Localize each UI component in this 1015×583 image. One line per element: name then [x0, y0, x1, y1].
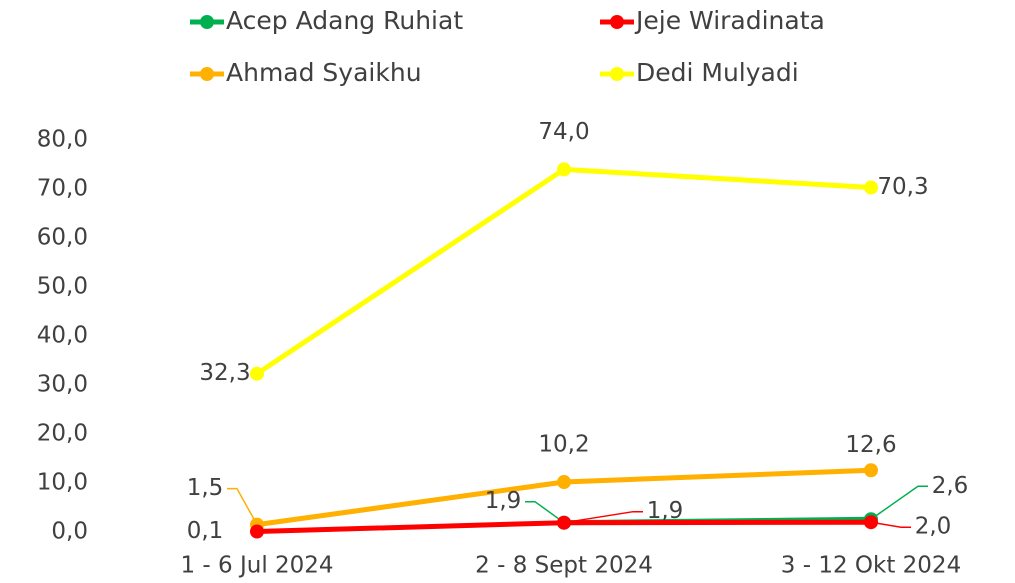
leader-line [870, 521, 911, 528]
point-marker [557, 162, 571, 177]
leader-line [563, 510, 643, 524]
data-label: 0,1 [187, 518, 224, 544]
point-marker [864, 463, 878, 478]
point-marker [250, 524, 264, 539]
legend-label: Jeje Wiradinata [634, 6, 825, 35]
leader-line [870, 485, 928, 520]
x-tick-label: 1 - 6 Jul 2024 [180, 553, 333, 579]
y-tick-label: 20,0 [37, 421, 88, 447]
y-tick-label: 80,0 [37, 127, 88, 153]
series-line [255, 166, 872, 376]
point-marker [557, 475, 571, 490]
y-tick-label: 60,0 [37, 225, 88, 251]
legend-marker [200, 67, 214, 81]
legend-label: Acep Adang Ruhiat [226, 6, 463, 35]
data-label: 70,3 [877, 174, 928, 200]
y-tick-label: 40,0 [37, 323, 88, 349]
legend-label: Ahmad Syaikhu [226, 58, 422, 87]
legend-label: Dedi Mulyadi [636, 58, 799, 87]
data-label: 1,9 [485, 488, 522, 514]
legend-marker [610, 15, 624, 29]
y-tick-label: 70,0 [37, 176, 88, 202]
y-tick-label: 50,0 [37, 274, 88, 300]
data-label: 32,3 [199, 360, 250, 386]
legend-marker [610, 67, 624, 81]
data-label: 1,5 [187, 475, 224, 501]
leader-line [227, 487, 258, 526]
data-label: 12,6 [845, 432, 896, 458]
data-label: 10,2 [538, 432, 589, 458]
y-tick-label: 30,0 [37, 372, 88, 398]
data-label: 74,0 [538, 119, 589, 145]
data-label: 1,9 [647, 498, 684, 524]
data-label: 2,0 [915, 514, 952, 540]
leader-line [525, 500, 565, 524]
legend-marker [200, 15, 214, 29]
y-tick-label: 10,0 [37, 470, 88, 496]
point-marker [250, 366, 264, 381]
x-tick-label: 3 - 12 Okt 2024 [781, 553, 961, 579]
y-tick-label: 0,0 [51, 519, 88, 545]
point-marker [864, 180, 878, 195]
x-tick-label: 2 - 8 Sept 2024 [475, 553, 653, 579]
data-label: 2,6 [932, 473, 969, 499]
